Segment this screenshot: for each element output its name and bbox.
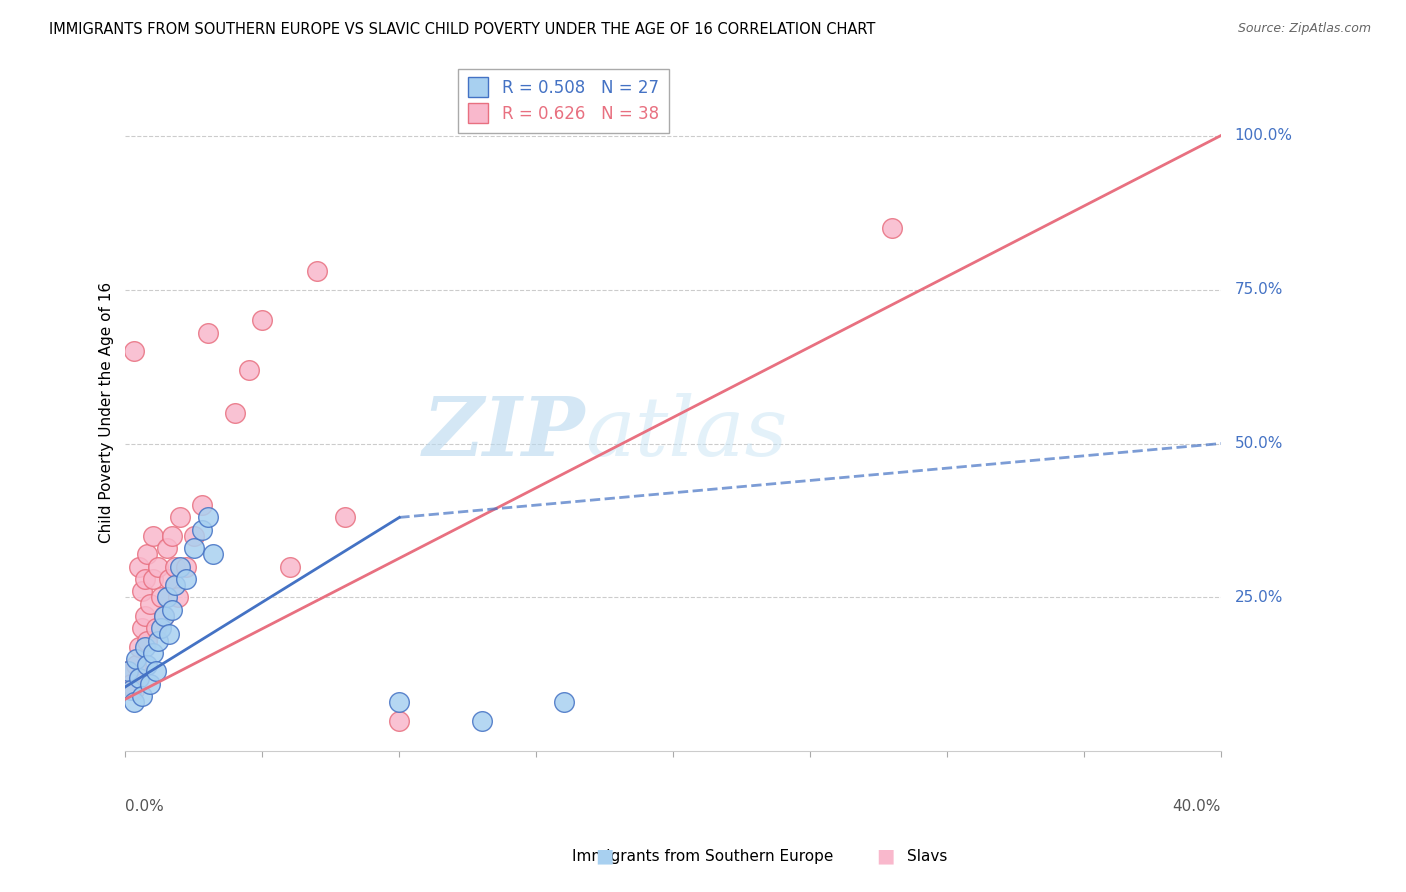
Point [157,572,180,586]
Point [160,529,183,543]
Point [145,665,167,679]
Text: Source: ZipAtlas.com: Source: ZipAtlas.com [1237,22,1371,36]
Point [155,591,177,605]
Point [131,621,153,635]
Text: Slavs: Slavs [907,849,948,863]
Point [117,665,139,679]
Point [136,547,159,561]
Point [122,344,145,359]
Text: Immigrants from Southern Europe: Immigrants from Southern Europe [572,849,834,863]
Point [160,603,183,617]
Point [157,627,180,641]
Point [153,609,176,624]
Legend: R = 0.508   N = 27, R = 0.626   N = 38: R = 0.508 N = 27, R = 0.626 N = 38 [458,69,669,133]
Point [163,578,186,592]
Point [128,559,150,574]
Point [122,682,145,697]
Text: atlas: atlas [585,393,787,473]
Point [125,652,148,666]
Text: 100.0%: 100.0% [1234,128,1292,143]
Point [155,541,177,556]
Point [169,559,191,574]
Point [136,658,159,673]
Point [169,510,191,524]
Point [174,559,197,574]
Point [131,689,153,703]
Point [252,313,274,327]
Point [128,640,150,654]
Point [142,646,165,660]
Y-axis label: Child Poverty Under the Age of 16: Child Poverty Under the Age of 16 [100,282,114,543]
Point [122,695,145,709]
Point [238,362,260,376]
Point [134,572,156,586]
Point [191,523,214,537]
Text: ZIP: ZIP [423,393,585,473]
Text: IMMIGRANTS FROM SOUTHERN EUROPE VS SLAVIC CHILD POVERTY UNDER THE AGE OF 16 CORR: IMMIGRANTS FROM SOUTHERN EUROPE VS SLAVI… [49,22,876,37]
Point [174,572,197,586]
Text: 0.0%: 0.0% [125,799,165,814]
Point [148,559,170,574]
Point [136,633,159,648]
Point [117,665,139,679]
Text: 50.0%: 50.0% [1234,436,1284,451]
Point [470,714,492,728]
Point [183,541,205,556]
Point [166,591,188,605]
Point [388,695,411,709]
Point [120,677,142,691]
Point [142,572,165,586]
Point [139,597,162,611]
Point [191,498,214,512]
Point [125,658,148,673]
Point [134,640,156,654]
Point [183,529,205,543]
Point [131,584,153,599]
Point [197,510,219,524]
Point [882,221,904,235]
Point [388,714,411,728]
Point [120,682,142,697]
Point [153,609,176,624]
Point [134,609,156,624]
Text: 40.0%: 40.0% [1173,799,1220,814]
Point [333,510,356,524]
Point [224,406,246,420]
Text: ■: ■ [595,847,614,866]
Point [307,264,329,278]
Point [145,621,167,635]
Point [148,633,170,648]
Point [197,326,219,340]
Point [128,671,150,685]
Point [553,695,575,709]
Point [142,529,165,543]
Text: 75.0%: 75.0% [1234,282,1284,297]
Point [150,621,173,635]
Point [202,547,225,561]
Point [139,677,162,691]
Point [150,591,173,605]
Point [163,559,186,574]
Text: ■: ■ [876,847,896,866]
Point [278,559,301,574]
Text: 25.0%: 25.0% [1234,590,1284,605]
